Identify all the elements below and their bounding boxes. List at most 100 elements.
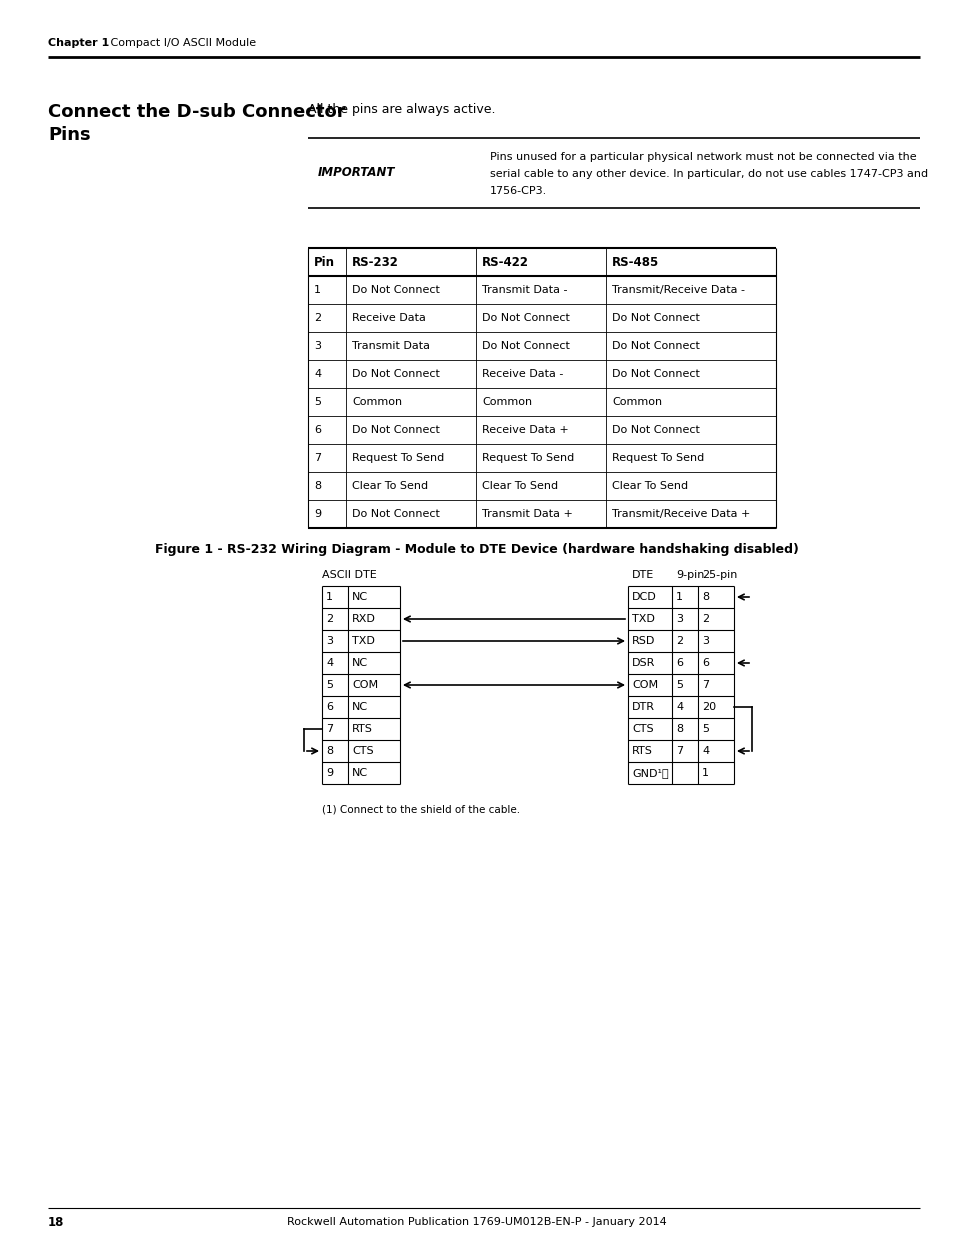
Text: Do Not Connect: Do Not Connect [612,312,700,324]
Text: Transmit Data: Transmit Data [352,341,430,351]
Text: 1756-CP3.: 1756-CP3. [490,186,547,196]
Text: 7: 7 [676,746,682,756]
Text: NC: NC [352,658,368,668]
Text: Do Not Connect: Do Not Connect [352,285,439,295]
Text: IMPORTANT: IMPORTANT [317,167,395,179]
Text: Receive Data +: Receive Data + [481,425,568,435]
Text: Do Not Connect: Do Not Connect [612,341,700,351]
Text: 4: 4 [314,369,321,379]
Text: Do Not Connect: Do Not Connect [612,369,700,379]
Text: DTR: DTR [631,701,655,713]
Text: RXD: RXD [352,614,375,624]
Text: Clear To Send: Clear To Send [352,480,428,492]
Text: Clear To Send: Clear To Send [481,480,558,492]
Text: 9: 9 [326,768,333,778]
Text: 4: 4 [701,746,708,756]
Text: GND¹⧩: GND¹⧩ [631,768,668,778]
Text: RSD: RSD [631,636,655,646]
Text: 5: 5 [676,680,682,690]
Text: 3: 3 [326,636,333,646]
Text: 3: 3 [314,341,320,351]
Text: Pins: Pins [48,126,91,144]
Text: 2: 2 [701,614,708,624]
Text: 6: 6 [701,658,708,668]
Text: 2: 2 [676,636,682,646]
Text: Common: Common [612,396,661,408]
Text: serial cable to any other device. In particular, do not use cables 1747-CP3 and: serial cable to any other device. In par… [490,169,927,179]
Text: COM: COM [631,680,658,690]
Text: 8: 8 [676,724,682,734]
Text: All the pins are always active.: All the pins are always active. [308,103,495,116]
Text: Do Not Connect: Do Not Connect [481,341,569,351]
Text: Receive Data: Receive Data [352,312,425,324]
Text: RTS: RTS [631,746,652,756]
Text: RS-422: RS-422 [481,256,529,268]
Text: 4: 4 [326,658,333,668]
Text: Clear To Send: Clear To Send [612,480,687,492]
Text: TXD: TXD [631,614,654,624]
Text: 5: 5 [314,396,320,408]
Text: 7: 7 [701,680,708,690]
Text: 2: 2 [314,312,321,324]
Text: Do Not Connect: Do Not Connect [352,509,439,519]
Text: 9: 9 [314,509,321,519]
Text: NC: NC [352,592,368,601]
Text: Receive Data -: Receive Data - [481,369,563,379]
Text: RTS: RTS [352,724,373,734]
Text: Pins unused for a particular physical network must not be connected via the: Pins unused for a particular physical ne… [490,152,916,162]
Text: 4: 4 [676,701,682,713]
Text: 5: 5 [326,680,333,690]
Text: 6: 6 [326,701,333,713]
Text: RS-485: RS-485 [612,256,659,268]
Text: 25-pin: 25-pin [701,571,737,580]
Text: Request To Send: Request To Send [352,453,444,463]
Text: DSR: DSR [631,658,655,668]
Text: 8: 8 [326,746,333,756]
Text: Connect the D-sub Connector: Connect the D-sub Connector [48,103,345,121]
Text: (1) Connect to the shield of the cable.: (1) Connect to the shield of the cable. [322,804,519,814]
Text: Compact I/O ASCII Module: Compact I/O ASCII Module [100,38,255,48]
Text: 6: 6 [676,658,682,668]
Text: CTS: CTS [352,746,374,756]
Text: DCD: DCD [631,592,656,601]
Text: 6: 6 [314,425,320,435]
Text: Common: Common [481,396,532,408]
Text: 7: 7 [314,453,321,463]
Text: RS-232: RS-232 [352,256,398,268]
Text: Do Not Connect: Do Not Connect [612,425,700,435]
Text: DTE: DTE [631,571,654,580]
Text: Transmit Data -: Transmit Data - [481,285,567,295]
Text: Pin: Pin [314,256,335,268]
Text: Common: Common [352,396,402,408]
Text: 18: 18 [48,1215,64,1229]
Text: CTS: CTS [631,724,653,734]
Text: 5: 5 [701,724,708,734]
Text: 1: 1 [314,285,320,295]
Text: 1: 1 [676,592,682,601]
Text: Figure 1 - RS-232 Wiring Diagram - Module to DTE Device (hardware handshaking di: Figure 1 - RS-232 Wiring Diagram - Modul… [155,543,798,557]
Text: 1: 1 [701,768,708,778]
Text: ASCII DTE: ASCII DTE [322,571,376,580]
Text: Rockwell Automation Publication 1769-UM012B-EN-P - January 2014: Rockwell Automation Publication 1769-UM0… [287,1216,666,1228]
Text: 7: 7 [326,724,333,734]
Text: Do Not Connect: Do Not Connect [352,369,439,379]
Text: TXD: TXD [352,636,375,646]
Text: COM: COM [352,680,377,690]
Text: 3: 3 [701,636,708,646]
Text: 8: 8 [701,592,708,601]
Text: Chapter 1: Chapter 1 [48,38,110,48]
Text: 9-pin: 9-pin [676,571,703,580]
Text: Request To Send: Request To Send [612,453,703,463]
Text: Transmit/Receive Data -: Transmit/Receive Data - [612,285,744,295]
Text: Request To Send: Request To Send [481,453,574,463]
Text: Transmit/Receive Data +: Transmit/Receive Data + [612,509,750,519]
Text: Do Not Connect: Do Not Connect [481,312,569,324]
Text: 20: 20 [701,701,716,713]
Text: 3: 3 [676,614,682,624]
Text: 2: 2 [326,614,333,624]
Text: NC: NC [352,701,368,713]
Text: NC: NC [352,768,368,778]
Text: Transmit Data +: Transmit Data + [481,509,572,519]
Text: 1: 1 [326,592,333,601]
Text: 8: 8 [314,480,321,492]
